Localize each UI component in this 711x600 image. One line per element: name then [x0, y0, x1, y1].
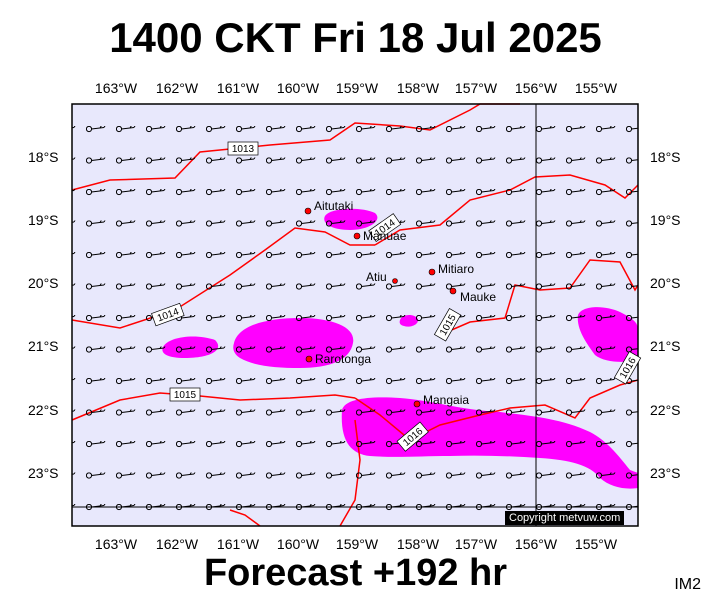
lon-label: 156°W [514, 80, 558, 96]
place-mauke: Mauke [449, 287, 496, 304]
lon-label: 162°W [155, 536, 199, 552]
map-title: 1400 CKT Fri 18 Jul 2025 [109, 14, 602, 61]
svg-text:Rarotonga: Rarotonga [315, 352, 371, 366]
place-mangaia: Mangaia [413, 393, 469, 408]
forecast-label: Forecast +192 hr [203, 552, 508, 594]
lon-label: 157°W [454, 80, 498, 96]
copyright-badge: Copyright metvuw.com [505, 511, 625, 525]
lon-label: 155°W [574, 80, 618, 96]
lat-label: 20°S [28, 275, 59, 291]
place-atiu: Atiu [366, 270, 398, 284]
lon-label: 163°W [94, 536, 138, 552]
isobar-label: 1015 [169, 387, 201, 402]
lon-label: 162°W [155, 80, 199, 96]
place-mitiaro: Mitiaro [428, 262, 474, 276]
lat-label: 18°S [650, 149, 681, 165]
lat-label: 22°S [650, 402, 681, 418]
lon-label: 156°W [514, 536, 558, 552]
lon-label: 160°W [276, 80, 320, 96]
lon-label: 158°W [396, 536, 440, 552]
map-code: IM2 [674, 576, 701, 593]
lat-label: 23°S [650, 465, 681, 481]
lat-label: 20°S [650, 275, 681, 291]
svg-text:Mangaia: Mangaia [423, 393, 469, 407]
lat-label: 22°S [28, 402, 59, 418]
svg-text:1013: 1013 [232, 144, 255, 155]
lat-label: 19°S [650, 212, 681, 228]
lon-label: 158°W [396, 80, 440, 96]
lat-label: 23°S [28, 465, 59, 481]
lat-label: 18°S [28, 149, 59, 165]
svg-text:Mauke: Mauke [460, 290, 496, 304]
place-manuae: Manuae [353, 229, 407, 243]
lat-label: 21°S [650, 338, 681, 354]
lon-label: 157°W [454, 536, 498, 552]
lon-label: 160°W [276, 536, 320, 552]
svg-text:Atiu: Atiu [366, 270, 387, 284]
lon-label: 159°W [335, 80, 379, 96]
lon-label: 159°W [335, 536, 379, 552]
place-aitutaki: Aitutaki [304, 199, 353, 215]
lat-label: 21°S [28, 338, 59, 354]
lon-label: 163°W [94, 80, 138, 96]
svg-text:1015: 1015 [174, 390, 197, 401]
svg-text:Mitiaro: Mitiaro [438, 262, 474, 276]
place-rarotonga: Rarotonga [305, 352, 371, 366]
lon-label: 155°W [574, 536, 618, 552]
lon-label: 161°W [216, 80, 260, 96]
isobar-labels: 1013 1014 1014 1015 1015 1016 1016 [151, 141, 642, 452]
lat-label: 19°S [28, 212, 59, 228]
isobar-label: 1013 [227, 141, 259, 156]
map-frame [71, 103, 639, 527]
places: Aitutaki Manuae Atiu Mitiaro Mauke Rarot… [304, 199, 496, 408]
lon-label: 161°W [216, 536, 260, 552]
svg-text:Aitutaki: Aitutaki [314, 199, 353, 213]
svg-text:Manuae: Manuae [363, 229, 407, 243]
